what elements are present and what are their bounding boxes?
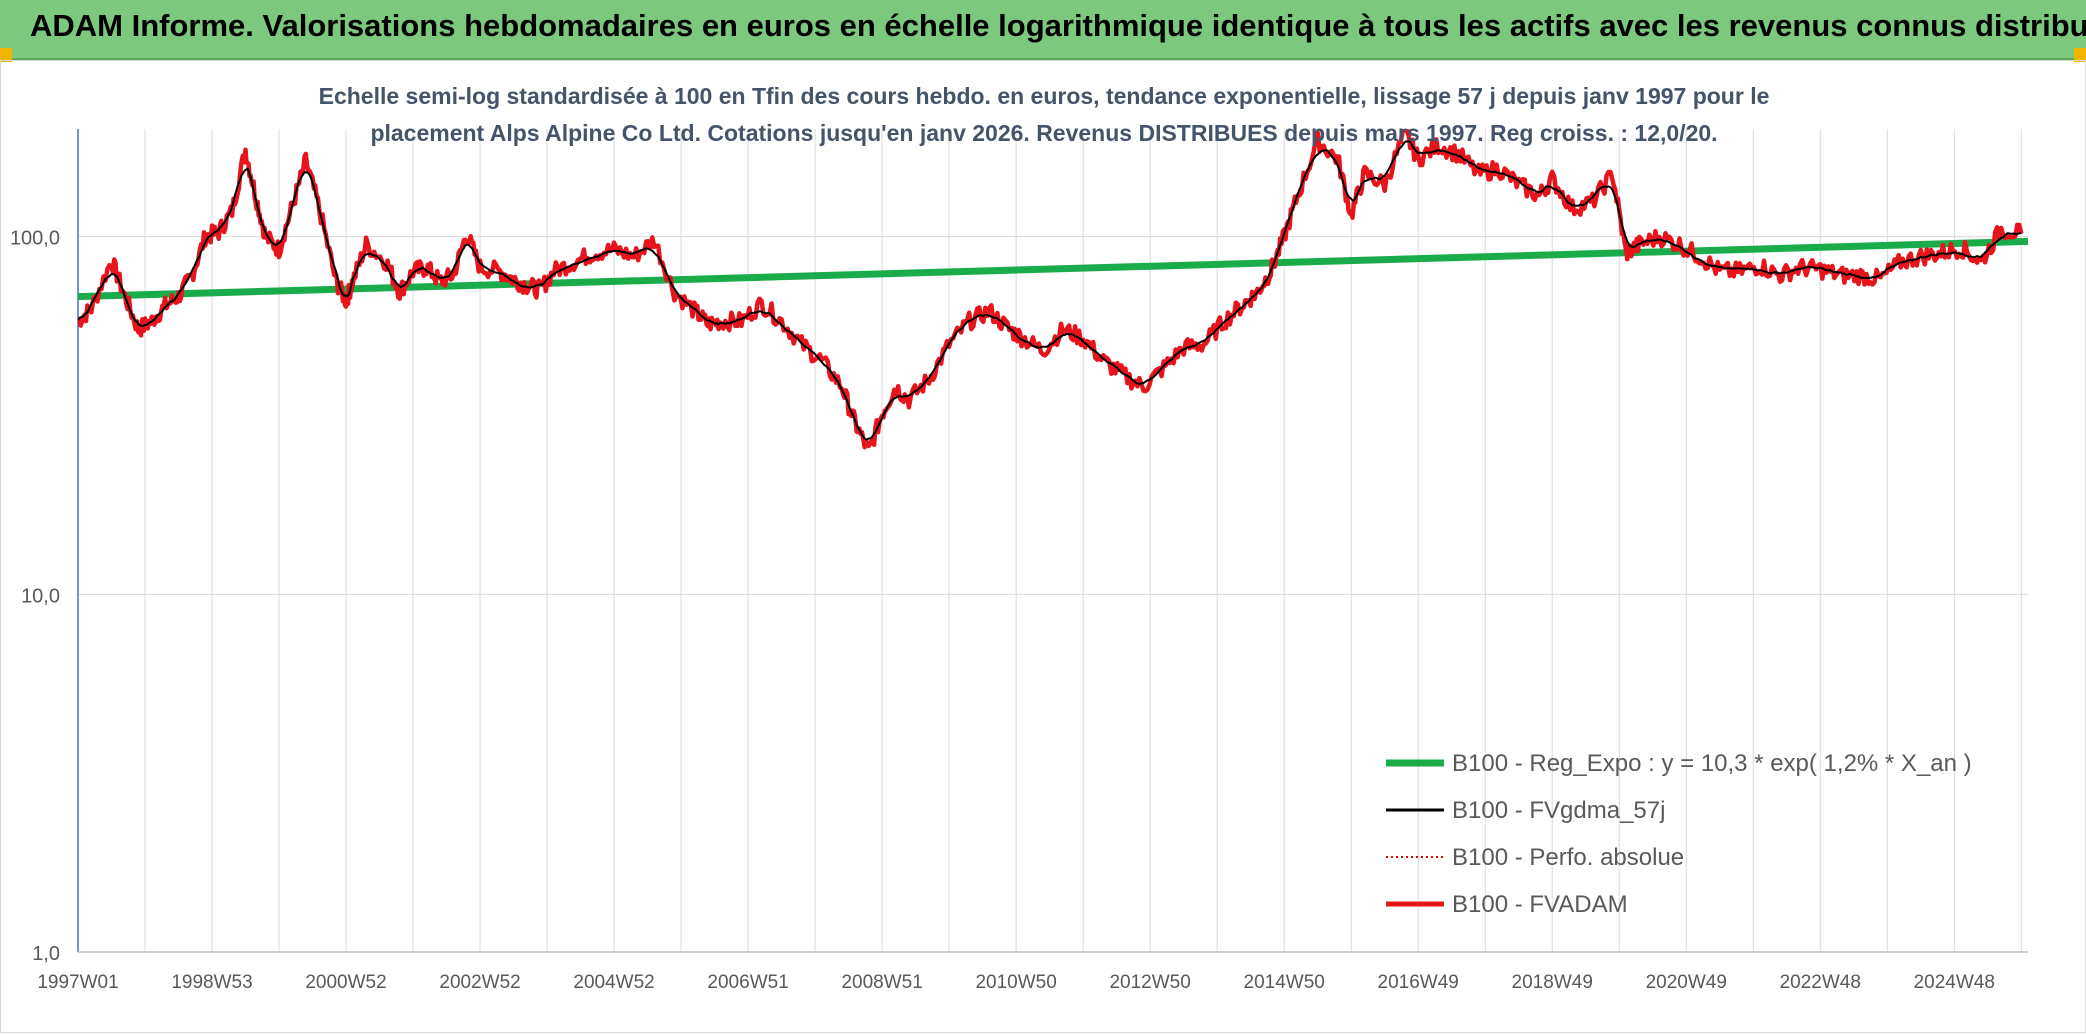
chart-title-line-2: placement Alps Alpine Co Ltd. Cotations …: [370, 120, 1717, 146]
x-tick-label: 2016W49: [1378, 972, 1459, 993]
x-tick-label: 2014W50: [1244, 972, 1325, 993]
report-title: ADAM Informe. Valorisations hebdomadaire…: [30, 8, 2086, 43]
legend: B100 - Reg_Expo : y = 10,3 * exp( 1,2% *…: [1386, 750, 1972, 918]
x-tick-label: 2012W50: [1109, 972, 1190, 993]
series-layer: [78, 129, 2028, 450]
x-tick-label: 2020W49: [1646, 972, 1727, 993]
x-tick-label: 2008W51: [841, 972, 922, 993]
x-tick-label: 1997W01: [37, 972, 118, 993]
corner-marker-left: [0, 48, 12, 62]
y-tick-label: 10,0: [21, 585, 60, 607]
axis-layer: 1,0 10,0 100,0 1997W01 1998W53 2000W52 2002W52…: [10, 129, 2028, 993]
report-banner: ADAM Informe. Valorisations hebdomadaire…: [0, 0, 2086, 60]
x-tick-label: 2022W48: [1780, 972, 1861, 993]
chart-area: 1,0 10,0 100,0 1997W01 1998W53 2000W52 2002W52…: [0, 60, 2086, 1033]
legend-label: B100 - FVADAM: [1452, 891, 1628, 918]
x-tick-label: 2000W52: [305, 972, 386, 993]
x-tick-label: 2004W52: [573, 972, 654, 993]
chart-title: Echelle semi-log standardisée à 100 en T…: [319, 83, 1770, 146]
series-fvgdma-line: [78, 140, 2022, 441]
y-tick-label: 1,0: [32, 943, 60, 965]
chart-svg: 1,0 10,0 100,0 1997W01 1998W53 2000W52 2002W52…: [10, 83, 2028, 993]
x-tick-label: 2010W50: [975, 972, 1056, 993]
legend-label: B100 - Reg_Expo : y = 10,3 * exp( 1,2% *…: [1452, 750, 1972, 777]
x-tick-label: 1998W53: [171, 972, 252, 993]
y-tick-label: 100,0: [10, 228, 60, 250]
legend-label: B100 - Perfo. absolue: [1452, 844, 1684, 871]
grid-layer: [77, 129, 2028, 953]
x-tick-label: 2024W48: [1914, 972, 1995, 993]
x-tick-label: 2002W52: [439, 972, 520, 993]
legend-label: B100 - FVgdma_57j: [1452, 797, 1665, 824]
chart-title-line-1: Echelle semi-log standardisée à 100 en T…: [319, 83, 1770, 109]
corner-marker-right: [2074, 48, 2086, 62]
x-tick-label: 2006W51: [707, 972, 788, 993]
x-tick-label: 2018W49: [1512, 972, 1593, 993]
